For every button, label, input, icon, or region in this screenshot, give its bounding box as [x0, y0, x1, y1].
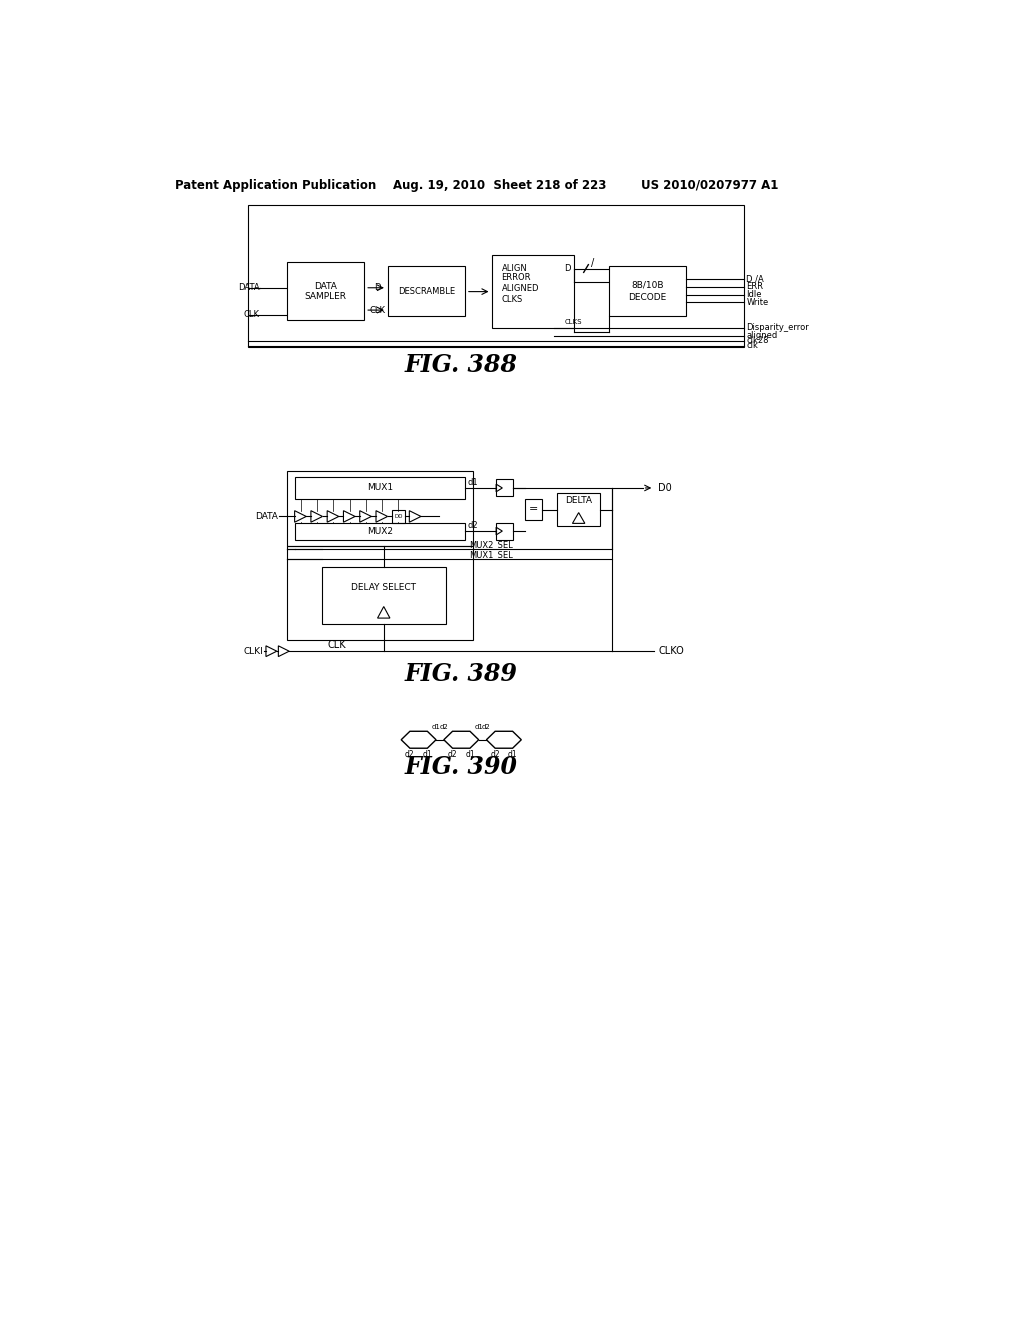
Bar — [493, 255, 573, 327]
Text: Patent Application Publication: Patent Application Publication — [175, 178, 376, 191]
Text: Idle: Idle — [746, 290, 762, 300]
Bar — [287, 545, 473, 640]
Text: 8B/10B: 8B/10B — [631, 281, 664, 289]
Bar — [287, 263, 365, 321]
Text: CLKO: CLKO — [658, 647, 684, 656]
Bar — [524, 499, 542, 520]
Text: /: / — [592, 259, 595, 268]
Text: MUX2_SEL: MUX2_SEL — [469, 540, 513, 549]
Text: d1: d1 — [432, 723, 440, 730]
Text: d2: d2 — [482, 723, 490, 730]
Text: DD: DD — [394, 513, 402, 519]
Text: CLK: CLK — [244, 310, 260, 319]
Text: d1: d1 — [474, 723, 483, 730]
Text: US 2010/0207977 A1: US 2010/0207977 A1 — [641, 178, 778, 191]
Text: Aug. 19, 2010  Sheet 218 of 223: Aug. 19, 2010 Sheet 218 of 223 — [393, 178, 606, 191]
Bar — [248, 205, 744, 347]
Text: d2: d2 — [406, 750, 415, 759]
Text: FIG. 388: FIG. 388 — [404, 352, 518, 376]
Text: DATA: DATA — [255, 512, 279, 521]
Bar — [295, 478, 465, 499]
Text: ALIGNED: ALIGNED — [502, 284, 539, 293]
Text: SAMPLER: SAMPLER — [304, 292, 347, 301]
Bar — [392, 511, 404, 523]
Text: D0: D0 — [658, 483, 672, 492]
Text: ERR: ERR — [746, 282, 764, 292]
Text: CLKS: CLKS — [565, 319, 583, 326]
Text: =: = — [528, 504, 538, 515]
Text: clk28: clk28 — [746, 337, 769, 346]
Text: DELAY SELECT: DELAY SELECT — [351, 583, 416, 593]
Text: d2: d2 — [439, 723, 449, 730]
Text: aligned: aligned — [746, 331, 777, 341]
Bar — [608, 267, 686, 317]
Text: d1: d1 — [468, 478, 478, 487]
Text: clk: clk — [746, 341, 759, 350]
Bar — [496, 479, 513, 496]
Text: D /A: D /A — [746, 275, 764, 284]
Text: d1: d1 — [465, 750, 475, 759]
Text: ALIGN: ALIGN — [502, 264, 527, 273]
Text: d2: d2 — [468, 521, 478, 531]
Text: CLKI: CLKI — [244, 647, 263, 656]
Bar — [388, 267, 465, 317]
Bar — [322, 566, 445, 624]
Text: CLK: CLK — [370, 306, 386, 314]
Text: FIG. 390: FIG. 390 — [404, 755, 518, 779]
Text: Disparity_error: Disparity_error — [746, 323, 809, 333]
Text: FIG. 389: FIG. 389 — [404, 663, 518, 686]
Text: ERROR: ERROR — [502, 273, 531, 282]
Text: DATA: DATA — [239, 284, 260, 292]
Text: MUX2: MUX2 — [367, 527, 393, 536]
Text: DELTA: DELTA — [565, 496, 592, 504]
Text: d2: d2 — [447, 750, 458, 759]
Text: MUX1_SEL: MUX1_SEL — [469, 550, 513, 560]
Text: DESCRAMBLE: DESCRAMBLE — [397, 286, 455, 296]
Bar — [496, 523, 513, 540]
Text: d2: d2 — [490, 750, 500, 759]
Text: Write: Write — [746, 298, 769, 306]
Text: CLK: CLK — [328, 640, 346, 649]
Text: D: D — [375, 284, 381, 292]
Bar — [295, 523, 465, 540]
Text: d1: d1 — [423, 750, 432, 759]
Text: CLKS: CLKS — [502, 294, 523, 304]
Text: DECODE: DECODE — [628, 293, 667, 302]
Bar — [557, 492, 600, 527]
Bar — [287, 471, 473, 545]
Text: d1: d1 — [508, 750, 517, 759]
Text: DATA: DATA — [314, 282, 337, 292]
Text: D: D — [564, 264, 570, 273]
Text: MUX1: MUX1 — [367, 483, 393, 492]
